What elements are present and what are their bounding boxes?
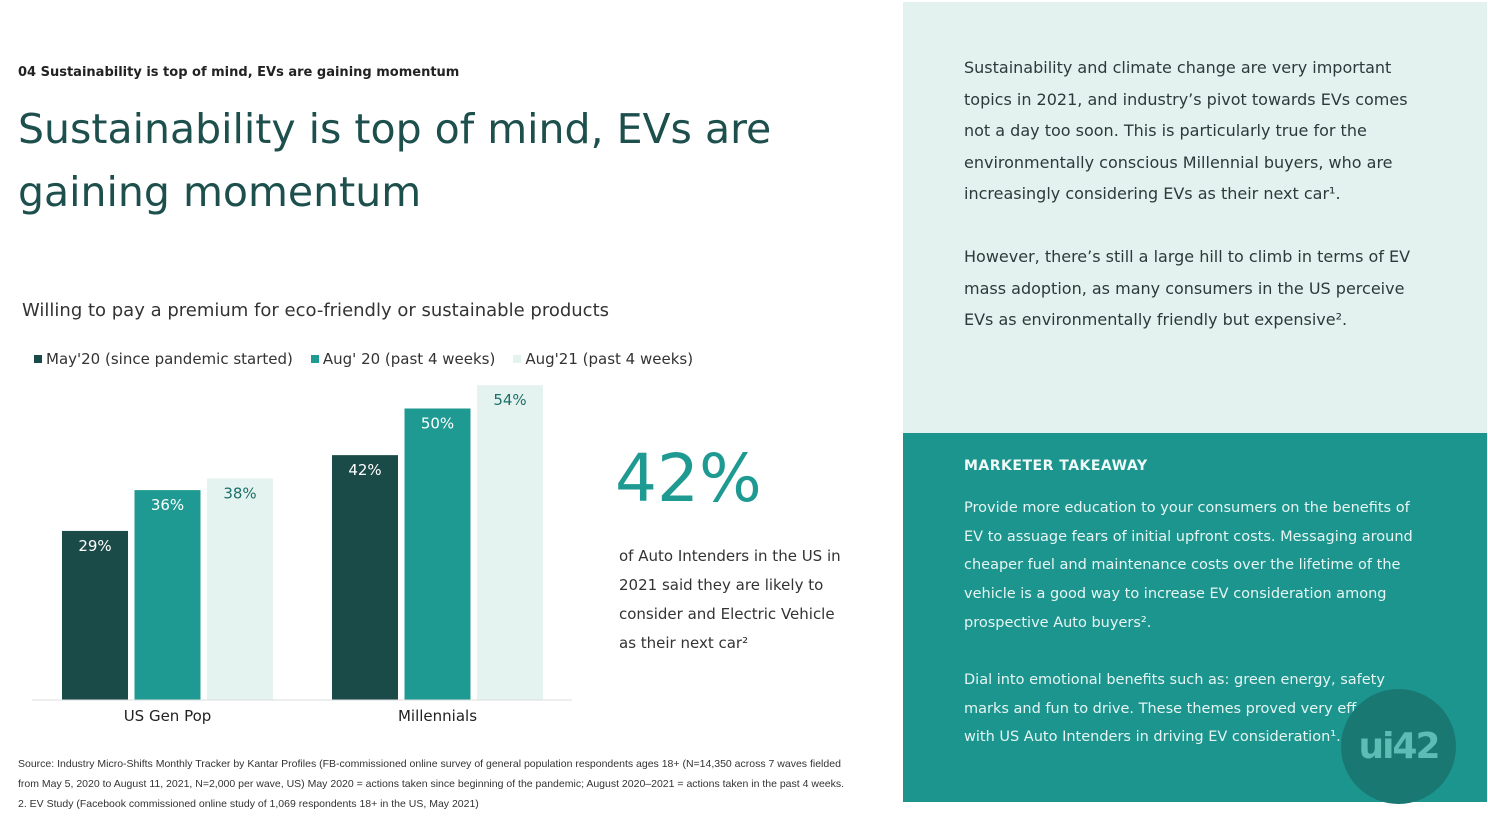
bar-chart: 29% 36% 38% US Gen Pop 42% 50% 54% Millennials bbox=[32, 385, 572, 725]
takeaway-paragraph: Dial into emotional benefits such as: gr… bbox=[964, 672, 1401, 746]
bar bbox=[134, 490, 201, 700]
bar bbox=[207, 478, 273, 700]
insight-paragraph: However, there’s still a large hill to c… bbox=[964, 247, 1411, 329]
bar-data-label: 36% bbox=[151, 496, 184, 514]
insight-panel: Sustainability and climate change are ve… bbox=[903, 2, 1487, 433]
bar bbox=[477, 385, 543, 700]
bar bbox=[62, 530, 128, 700]
stat-value: 42% bbox=[615, 440, 762, 517]
insight-paragraph: Sustainability and climate change are ve… bbox=[964, 58, 1408, 203]
stat-text: of Auto Intenders in the US in 2021 said… bbox=[619, 547, 841, 652]
bar-data-label: 38% bbox=[223, 484, 256, 502]
legend-item: May'20 (since pandemic started) bbox=[34, 350, 293, 368]
takeaway-heading: MARKETER TAKEAWAY bbox=[964, 458, 1148, 474]
takeaway-paragraph: Provide more education to your consumers… bbox=[964, 500, 1413, 631]
source-footnote: Source: Industry Micro-Shifts Monthly Tr… bbox=[18, 758, 845, 810]
bar-data-label: 42% bbox=[348, 461, 381, 479]
legend-label: Aug' 20 (past 4 weeks) bbox=[322, 350, 496, 368]
section-eyebrow: 04 Sustainability is top of mind, EVs ar… bbox=[18, 65, 460, 80]
legend-item: Aug'21 (past 4 weeks) bbox=[513, 350, 693, 368]
legend-item: Aug' 20 (past 4 weeks) bbox=[310, 350, 496, 368]
watermark-logo: ui42 bbox=[1341, 689, 1456, 804]
legend-swatch bbox=[310, 355, 319, 363]
category-label: Millennials bbox=[398, 707, 477, 725]
bar bbox=[404, 408, 471, 700]
legend-swatch bbox=[34, 355, 42, 363]
bar-data-label: 54% bbox=[493, 391, 526, 409]
bar-data-label: 50% bbox=[421, 415, 454, 433]
chart-title: Willing to pay a premium for eco-friendl… bbox=[22, 300, 610, 321]
legend-label: May'20 (since pandemic started) bbox=[46, 350, 293, 368]
page-title: Sustainability is top of mind, EVs are g… bbox=[18, 105, 772, 216]
chart-legend: May'20 (since pandemic started) Aug' 20 … bbox=[34, 350, 693, 368]
legend-label: Aug'21 (past 4 weeks) bbox=[525, 350, 694, 368]
category-label: US Gen Pop bbox=[124, 707, 212, 725]
legend-swatch bbox=[513, 355, 522, 363]
bar-data-label: 29% bbox=[78, 537, 111, 555]
bar bbox=[332, 455, 398, 700]
